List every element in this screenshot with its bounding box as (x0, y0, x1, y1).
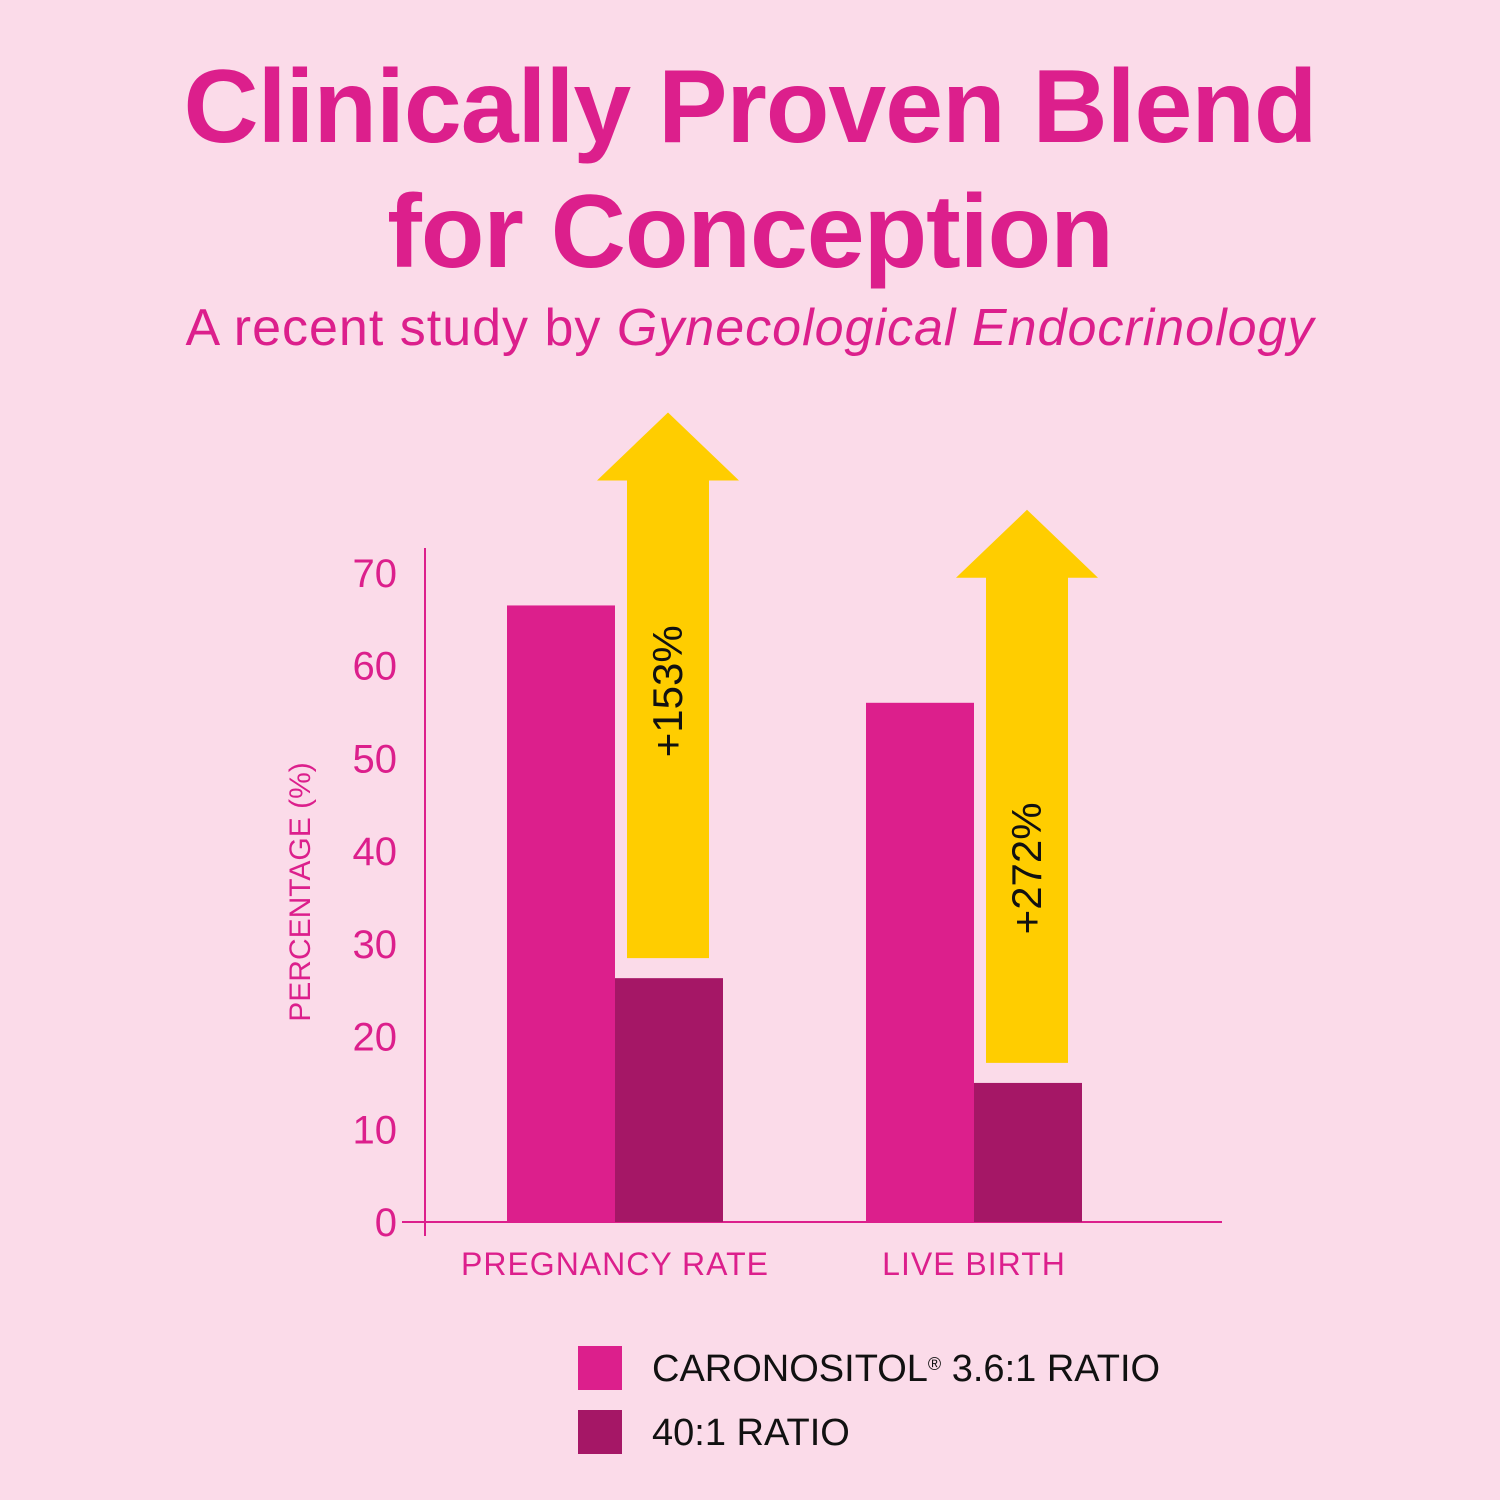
legend-label-caronositol: CARONOSITOL® 3.6:1 RATIO (652, 1348, 1161, 1390)
y-tick-label: 60 (353, 645, 398, 689)
y-tick-label: 70 (353, 552, 398, 596)
x-tick-label: LIVE BIRTH (882, 1246, 1066, 1282)
title-line-1: Clinically Proven Blend (183, 49, 1318, 165)
increase-label: +272% (1003, 802, 1050, 934)
y-tick-label: 10 (353, 1108, 398, 1152)
x-tick-label: PREGNANCY RATE (461, 1246, 769, 1282)
subtitle: A recent study by Gynecological Endocrin… (0, 298, 1500, 358)
increase-arrow (956, 509, 1098, 1063)
legend-swatch-40-1 (578, 1410, 622, 1454)
increase-arrow (597, 412, 739, 959)
bar-40-1 (974, 1082, 1082, 1222)
y-tick-label: 0 (375, 1201, 397, 1245)
bar-40-1 (615, 978, 723, 1222)
subtitle-source: Gynecological Endocrinology (616, 299, 1315, 357)
subtitle-prefix: A recent study by (185, 299, 617, 357)
increase-label: +153% (644, 625, 691, 757)
y-tick-label: 20 (353, 1016, 398, 1060)
legend-swatch-caronositol (578, 1346, 622, 1390)
y-tick-label: 50 (353, 737, 398, 781)
legend-label-40-1: 40:1 RATIO (652, 1412, 850, 1454)
y-tick-label: 30 (353, 923, 398, 967)
bar-caronositol (507, 605, 615, 1222)
bar-caronositol (866, 702, 974, 1222)
y-tick-label: 40 (353, 830, 398, 874)
y-axis-label: PERCENTAGE (%) (284, 762, 317, 1021)
title-line-2: for Conception (387, 174, 1113, 290)
